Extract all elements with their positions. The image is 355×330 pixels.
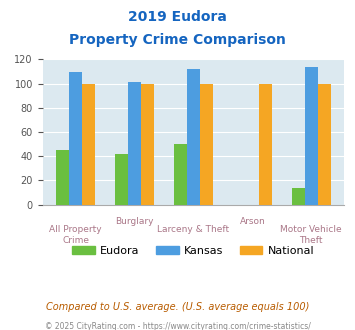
- Bar: [318, 83, 331, 205]
- Bar: [174, 144, 187, 205]
- Bar: [141, 83, 154, 205]
- Bar: [305, 67, 318, 205]
- Text: Arson: Arson: [240, 217, 265, 226]
- Legend: Eudora, Kansas, National: Eudora, Kansas, National: [68, 241, 319, 260]
- Bar: [82, 83, 95, 205]
- Text: 2019 Eudora: 2019 Eudora: [128, 10, 227, 24]
- Text: Burglary: Burglary: [115, 217, 154, 226]
- Bar: [115, 154, 128, 205]
- Bar: [128, 82, 141, 205]
- Text: Motor Vehicle
Theft: Motor Vehicle Theft: [280, 225, 342, 245]
- Bar: [292, 188, 305, 205]
- Bar: [56, 150, 69, 205]
- Bar: [259, 83, 272, 205]
- Bar: [187, 69, 200, 205]
- Text: Compared to U.S. average. (U.S. average equals 100): Compared to U.S. average. (U.S. average …: [46, 302, 309, 312]
- Text: All Property
Crime: All Property Crime: [49, 225, 102, 245]
- Bar: [69, 72, 82, 205]
- Text: Larceny & Theft: Larceny & Theft: [157, 225, 230, 234]
- Text: Property Crime Comparison: Property Crime Comparison: [69, 33, 286, 47]
- Bar: [200, 83, 213, 205]
- Text: © 2025 CityRating.com - https://www.cityrating.com/crime-statistics/: © 2025 CityRating.com - https://www.city…: [45, 322, 310, 330]
